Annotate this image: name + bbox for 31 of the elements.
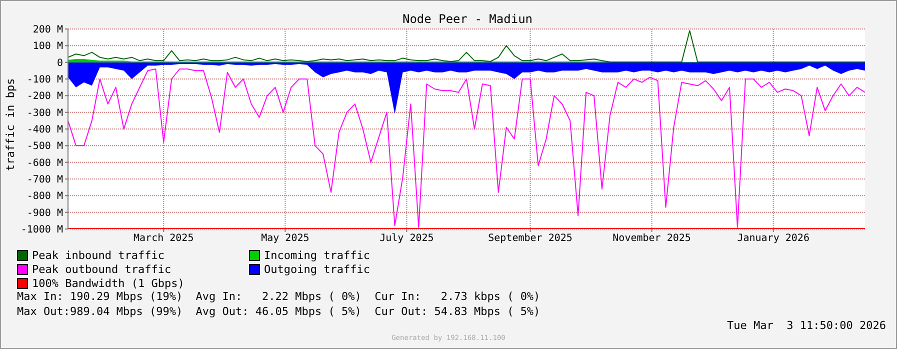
text: Tue Mar 3 11:50:00 2026 bbox=[727, 319, 886, 332]
y-tick-label: -400 M bbox=[26, 124, 63, 136]
legend-label: Outgoing traffic bbox=[264, 263, 370, 276]
y-tick-label: 100 M bbox=[32, 41, 63, 52]
y-tick-label: -700 M bbox=[26, 174, 63, 186]
y-axis-title: traffic in bps bbox=[4, 78, 17, 171]
y-tick-label: -900 M bbox=[26, 208, 63, 219]
y-tick-label: -1000 M bbox=[20, 224, 63, 236]
x-tick-label: January 2026 bbox=[737, 233, 810, 244]
y-tick-label: -300 M bbox=[26, 108, 63, 119]
y-tick-label: 0 bbox=[56, 58, 63, 69]
y-tick-label: -600 M bbox=[26, 158, 63, 169]
y-tick-label: -100 M bbox=[26, 74, 63, 86]
line-series bbox=[68, 30, 865, 62]
y-tick-label: -500 M bbox=[26, 141, 63, 152]
text: Max In: 190.29 Mbps (19%) Avg In: 2.22 Mbps ( 0%) Cur In: 2.73 kbps ( 0%) bbox=[17, 290, 540, 303]
legend-label: 100% Bandwidth (1 Gbps) bbox=[32, 277, 184, 290]
y-tick-label: -800 M bbox=[26, 191, 63, 202]
line-series bbox=[68, 68, 865, 228]
x-tick-label: November 2025 bbox=[612, 233, 691, 244]
x-tick-label: March 2025 bbox=[134, 233, 194, 244]
legend-label: Peak outbound traffic bbox=[32, 263, 172, 276]
x-tick-label: September 2025 bbox=[488, 233, 572, 244]
x-tick-label: July 2025 bbox=[380, 233, 434, 244]
x-tick-label: May 2025 bbox=[261, 233, 310, 244]
legend-label: Incoming traffic bbox=[264, 249, 370, 262]
y-tick-label: 200 M bbox=[32, 24, 63, 36]
text: Max Out:989.04 Mbps (99%) Avg Out: 46.05 Mbps ( 5%) Cur Out: 54.83 Mbps ( 5%) bbox=[17, 305, 540, 318]
y-tick-label: -200 M bbox=[26, 91, 63, 102]
chart-title: Node Peer - Madiun bbox=[401, 12, 534, 26]
legend-label: Peak inbound traffic bbox=[32, 249, 164, 262]
